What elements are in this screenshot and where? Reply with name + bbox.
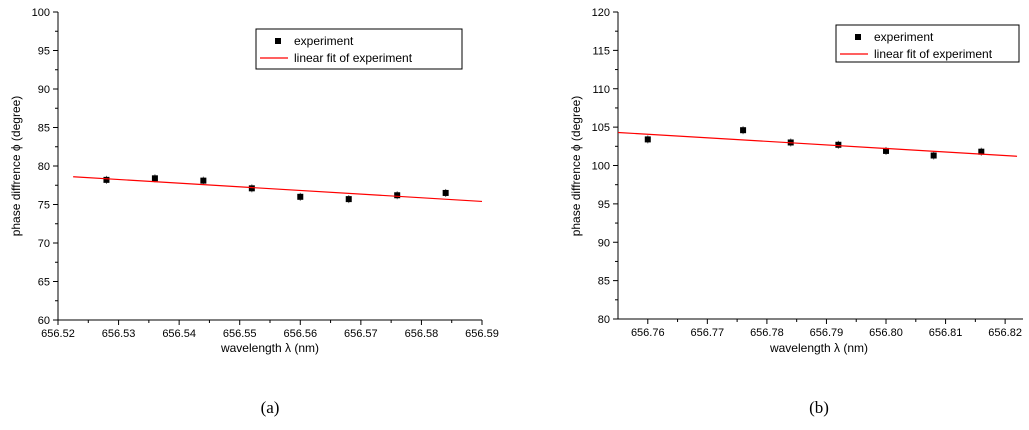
x-tick-label: 656.52 [41,328,75,340]
chart-panel-b: 80 85 90 95 100 105 110 115 120 656.76 656.77 656.7… [569,7,1023,417]
legend-box [255,28,463,70]
y-tick-label: 95 [598,199,610,211]
data-point [345,196,352,203]
x-tick-label: 656.54 [162,328,196,340]
y-tick-label: 115 [592,45,610,57]
y-tick-label: 90 [598,237,610,249]
chart-panel-a: 60 65 70 75 80 85 90 95 100 656.52 656.53 656.54 656… [9,7,499,417]
y-tick-label: 100 [32,7,50,19]
legend-label: experiment [294,34,354,48]
data-point [394,192,401,199]
y-tick-label: 105 [592,122,610,134]
x-tick-label: 656.81 [929,327,963,339]
x-tick-label: 656.56 [283,328,317,340]
panel-label: (a) [261,398,280,417]
legend-box [835,24,1020,63]
data-point [883,147,890,154]
data-point [930,152,937,159]
data-point [835,141,842,148]
legend-label: experiment [874,30,934,44]
legend-marker-square [855,34,861,40]
legend-label: linear fit of experiment [294,51,413,65]
y-tick-label: 100 [592,161,610,173]
data-point [978,148,985,155]
x-tick-label: 656.76 [631,327,665,339]
y-tick-label: 120 [592,7,610,19]
data-point [740,127,747,134]
x-tick-label: 656.80 [869,327,903,339]
data-point [297,193,304,200]
x-axis-label: wavelength λ (nm) [769,341,868,355]
fit-line [73,176,483,203]
x-tick-label: 656.58 [405,328,439,340]
x-axis-label: wavelength λ (nm) [220,341,319,355]
panel-label: (b) [809,398,829,417]
data-point [644,136,651,143]
y-tick-label: 85 [38,123,50,135]
data-point [151,175,158,182]
data-point [103,176,110,183]
data-point [200,177,207,184]
y-axis-label: phase diffrence ϕ (degree) [9,96,23,237]
y-tick-label: 75 [38,200,50,212]
y-tick-label: 80 [598,314,610,326]
y-tick-label: 90 [38,84,50,96]
data-point [442,189,449,196]
x-tick-label: 656.77 [691,327,725,339]
y-axis-label: phase diffrence ϕ (degree) [569,96,583,237]
y-tick-label: 65 [38,277,50,289]
x-tick-label: 656.79 [810,327,844,339]
legend-marker-square [275,38,281,44]
y-tick-label: 80 [38,161,50,173]
y-tick-label: 60 [38,315,50,327]
y-tick-label: 95 [38,46,50,58]
legend: experiment linear fit of experiment [835,24,1020,63]
x-tick-label: 656.82 [988,327,1022,339]
legend-label: linear fit of experiment [874,47,993,61]
x-tick-label: 656.78 [750,327,784,339]
legend: experiment linear fit of experiment [255,28,463,70]
x-tick-label: 656.59 [465,328,499,340]
y-tick-label: 70 [38,238,50,250]
y-tick-label: 85 [598,276,610,288]
fit-line [617,131,1018,157]
y-tick-label: 110 [592,84,610,96]
x-tick-label: 656.57 [344,328,378,340]
x-tick-label: 656.53 [102,328,136,340]
x-tick-label: 656.55 [223,328,257,340]
data-point [248,185,255,192]
